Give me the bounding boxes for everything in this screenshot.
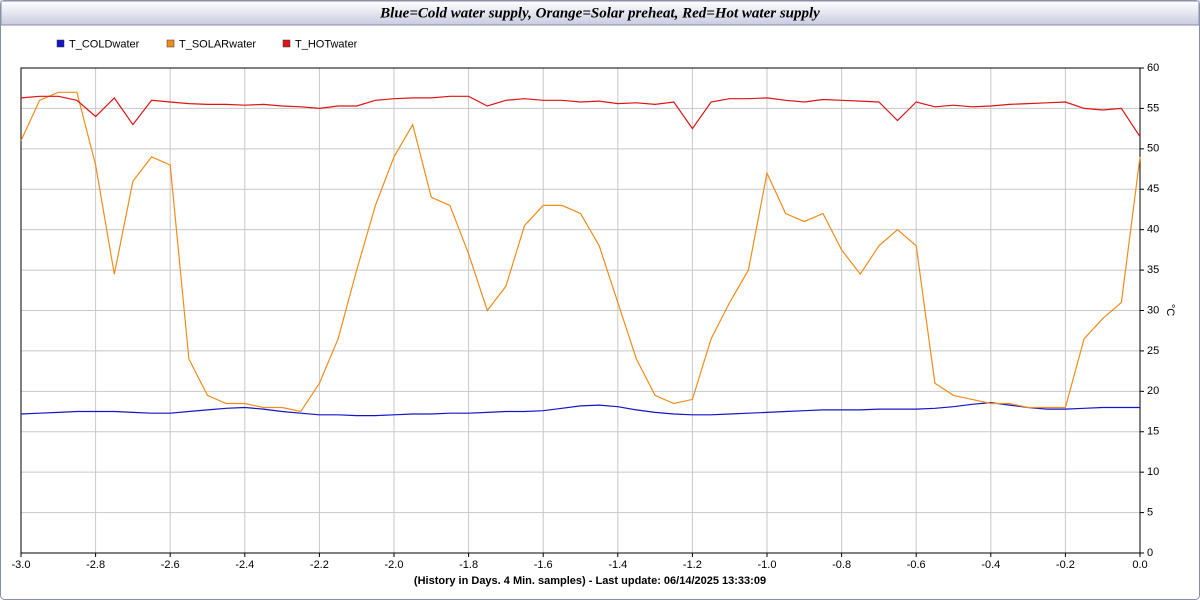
- x-tick-label: -1.6: [534, 559, 553, 571]
- y-tick-label: 5: [1147, 506, 1153, 518]
- y-tick-label: 35: [1147, 264, 1159, 276]
- y-tick-label: 60: [1147, 62, 1159, 74]
- x-tick-label: -2.0: [385, 559, 404, 571]
- y-axis-label: °C: [1164, 304, 1176, 316]
- y-tick-label: 55: [1147, 102, 1159, 114]
- x-tick-label: -1.0: [758, 559, 777, 571]
- y-tick-label: 30: [1147, 304, 1159, 316]
- legend-label: T_HOTwater: [295, 38, 358, 50]
- legend-label: T_SOLARwater: [179, 38, 256, 50]
- legend-swatch: [166, 39, 175, 48]
- x-tick-label: -0.8: [832, 559, 851, 571]
- legend-label: T_COLDwater: [69, 38, 140, 50]
- title-bar: [0, 0, 1200, 26]
- series-line: [20, 401, 1140, 417]
- y-tick-label: 50: [1147, 143, 1159, 155]
- series-line: [20, 95, 1141, 138]
- y-tick-label: 45: [1147, 183, 1159, 195]
- x-axis-label: (History in Days. 4 Min. samples) - Last…: [414, 575, 766, 587]
- x-tick-label: -2.2: [310, 559, 329, 571]
- chart-title: Blue=Cold water supply, Orange=Solar pre…: [379, 5, 820, 21]
- legend-swatch: [282, 39, 291, 48]
- y-tick-label: 10: [1147, 466, 1159, 478]
- legend-swatch: [56, 39, 65, 48]
- y-tick-label: 0: [1147, 547, 1153, 559]
- y-tick-label: 25: [1147, 345, 1159, 357]
- x-tick-label: -1.2: [683, 559, 702, 571]
- x-tick-label: -1.4: [608, 559, 627, 571]
- x-tick-label: -0.2: [1056, 559, 1075, 571]
- x-tick-label: -2.4: [235, 559, 254, 571]
- y-tick-label: 40: [1147, 224, 1159, 236]
- series-line: [20, 91, 1141, 413]
- x-tick-label: -2.6: [161, 559, 180, 571]
- y-tick-label: 15: [1147, 426, 1159, 438]
- x-tick-label: -3.0: [12, 559, 31, 571]
- plot-border: [20, 67, 1141, 554]
- y-tick-label: 20: [1147, 385, 1159, 397]
- x-tick-label: -1.8: [459, 559, 478, 571]
- x-tick-label: -0.6: [907, 559, 926, 571]
- x-tick-label: -2.8: [86, 559, 105, 571]
- x-tick-label: -0.4: [981, 559, 1000, 571]
- x-tick-label: 0.0: [1132, 559, 1147, 571]
